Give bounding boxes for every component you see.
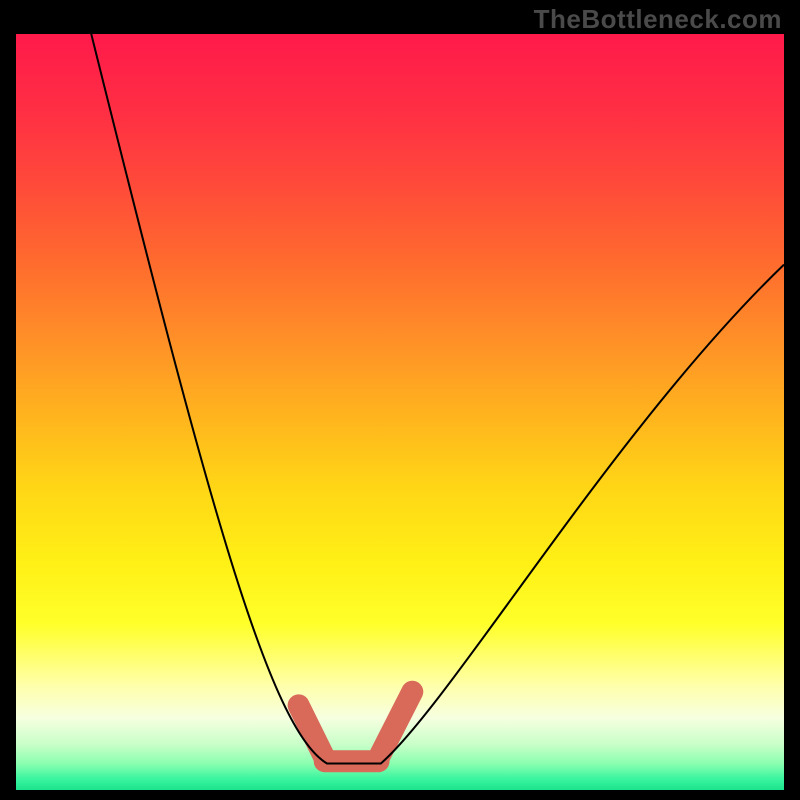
chart-frame [9,27,791,797]
watermark-text: TheBottleneck.com [534,4,782,35]
